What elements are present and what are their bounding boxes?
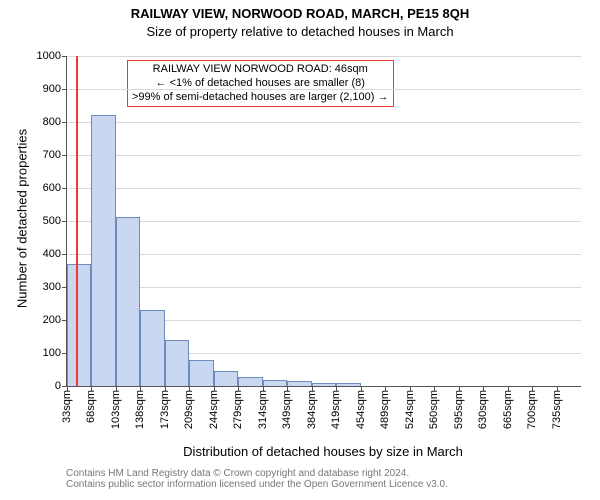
y-tick-label: 600 bbox=[43, 182, 67, 194]
gridline bbox=[67, 155, 581, 156]
x-tick-label: 735sqm bbox=[551, 386, 563, 429]
y-tick-label: 100 bbox=[43, 347, 67, 359]
histogram-bar bbox=[140, 310, 164, 386]
x-tick-label: 68sqm bbox=[85, 386, 97, 423]
x-tick-label: 209sqm bbox=[183, 386, 195, 429]
y-axis-label: Number of detached properties bbox=[15, 119, 30, 319]
x-tick-label: 454sqm bbox=[355, 386, 367, 429]
x-tick-label: 489sqm bbox=[379, 386, 391, 429]
gridline bbox=[67, 122, 581, 123]
histogram-bar bbox=[116, 217, 140, 386]
histogram-bar bbox=[238, 377, 262, 386]
footer-line2: Contains public sector information licen… bbox=[66, 479, 448, 490]
x-tick-label: 314sqm bbox=[257, 386, 269, 429]
footer-line1: Contains HM Land Registry data © Crown c… bbox=[66, 468, 448, 479]
histogram-bar bbox=[91, 115, 115, 386]
x-tick-label: 419sqm bbox=[330, 386, 342, 429]
x-tick-label: 138sqm bbox=[134, 386, 146, 429]
plot-area: RAILWAY VIEW NORWOOD ROAD: 46sqm ← <1% o… bbox=[66, 56, 581, 387]
x-tick-label: 349sqm bbox=[281, 386, 293, 429]
x-tick-label: 560sqm bbox=[428, 386, 440, 429]
x-tick-label: 700sqm bbox=[526, 386, 538, 429]
property-marker-line bbox=[76, 56, 78, 386]
y-tick-label: 700 bbox=[43, 149, 67, 161]
x-tick-label: 244sqm bbox=[208, 386, 220, 429]
annotation-line3: >99% of semi-detached houses are larger … bbox=[132, 91, 389, 105]
gridline bbox=[67, 221, 581, 222]
y-tick-label: 800 bbox=[43, 116, 67, 128]
x-tick-label: 595sqm bbox=[453, 386, 465, 429]
y-tick-label: 400 bbox=[43, 248, 67, 260]
chart-subtitle: Size of property relative to detached ho… bbox=[0, 24, 600, 39]
y-tick-label: 200 bbox=[43, 314, 67, 326]
histogram-bar bbox=[67, 264, 91, 386]
gridline bbox=[67, 287, 581, 288]
gridline bbox=[67, 56, 581, 57]
annotation-box: RAILWAY VIEW NORWOOD ROAD: 46sqm ← <1% o… bbox=[127, 60, 394, 107]
x-axis-label: Distribution of detached houses by size … bbox=[66, 444, 580, 459]
y-tick-label: 300 bbox=[43, 281, 67, 293]
annotation-line1: RAILWAY VIEW NORWOOD ROAD: 46sqm bbox=[132, 63, 389, 77]
chart-container: RAILWAY VIEW, NORWOOD ROAD, MARCH, PE15 … bbox=[0, 0, 600, 500]
gridline bbox=[67, 89, 581, 90]
gridline bbox=[67, 254, 581, 255]
histogram-bar bbox=[165, 340, 189, 386]
x-tick-label: 524sqm bbox=[404, 386, 416, 429]
y-tick-label: 1000 bbox=[37, 50, 67, 62]
x-tick-label: 665sqm bbox=[502, 386, 514, 429]
x-tick-label: 384sqm bbox=[306, 386, 318, 429]
x-tick-label: 33sqm bbox=[61, 386, 73, 423]
gridline bbox=[67, 188, 581, 189]
x-tick-label: 630sqm bbox=[477, 386, 489, 429]
y-tick-label: 500 bbox=[43, 215, 67, 227]
x-tick-label: 103sqm bbox=[110, 386, 122, 429]
chart-title: RAILWAY VIEW, NORWOOD ROAD, MARCH, PE15 … bbox=[0, 6, 600, 21]
histogram-bar bbox=[189, 360, 213, 386]
x-tick-label: 173sqm bbox=[159, 386, 171, 429]
histogram-bar bbox=[214, 371, 238, 386]
x-tick-label: 279sqm bbox=[232, 386, 244, 429]
y-tick-label: 900 bbox=[43, 83, 67, 95]
chart-footer: Contains HM Land Registry data © Crown c… bbox=[66, 468, 448, 490]
